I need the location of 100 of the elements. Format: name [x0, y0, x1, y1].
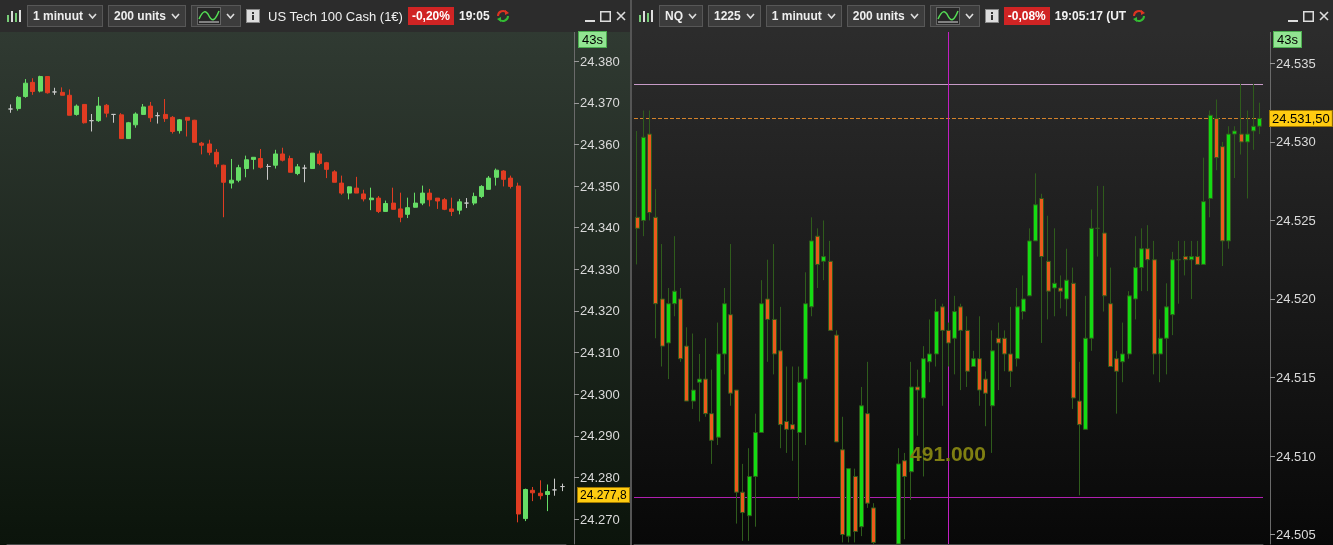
y-tick-label: 24.510: [1276, 448, 1316, 464]
candlestick: [30, 77, 35, 96]
text: 43s: [578, 31, 607, 48]
candlestick: [45, 75, 50, 95]
candlestick: [251, 156, 256, 170]
candlestick: [1071, 267, 1076, 410]
candlestick: [494, 168, 499, 187]
candlestick: [126, 121, 131, 140]
text: 43s: [1273, 31, 1302, 48]
candlestick: [310, 152, 315, 170]
dropdown: 200 units: [846, 5, 925, 27]
y-tick-label: 24.270: [580, 511, 620, 527]
candlestick: [119, 112, 124, 140]
candlestick: [82, 103, 87, 125]
candlestick: [280, 147, 285, 162]
candlestick: [104, 103, 109, 118]
candlestick: [273, 149, 278, 170]
candlestick: [486, 175, 491, 190]
candlestick: [133, 111, 138, 129]
candlestick: [871, 502, 876, 545]
candlestick: [148, 101, 153, 123]
dropdown: 1225: [708, 5, 761, 27]
y-tick-label: 24.350: [580, 178, 620, 194]
dropdown: 1 minuut: [27, 5, 103, 27]
y-tick-label: 24.515: [1276, 370, 1316, 386]
candlestick: [244, 155, 249, 178]
y-tick-label: 24.320: [580, 303, 620, 319]
candlestick: [214, 148, 219, 168]
candlestick: [221, 164, 226, 218]
candlestick: [229, 158, 234, 190]
y-tick-label: 24.280: [580, 469, 620, 485]
y-tick-label: 24.505: [1276, 527, 1316, 543]
candlestick: [413, 192, 418, 209]
candlestick: [545, 483, 550, 512]
candlestick: [74, 103, 79, 117]
candlestick: [435, 197, 440, 210]
text: -0,08%: [1003, 7, 1050, 25]
candlestick: [516, 182, 521, 523]
candlestick: [207, 139, 212, 156]
candlestick: [990, 329, 995, 454]
candlestick: [236, 164, 241, 183]
candlestick: [332, 169, 337, 183]
candlestick: [67, 88, 72, 116]
dropdown: 1 minuut: [765, 5, 842, 27]
text: 19:05: [458, 9, 490, 23]
candlestick: [834, 329, 839, 443]
candlestick: [23, 78, 28, 99]
y-tick-label: 24.360: [580, 136, 620, 152]
candlestick: [391, 187, 396, 210]
candlestick: [1095, 185, 1100, 258]
candlestick: [295, 163, 300, 176]
chart-title: US Tech 100 Cash (1€): [268, 8, 403, 24]
candlestick: [369, 187, 374, 211]
y-tick-label: 24.310: [580, 345, 620, 361]
candlestick: [501, 169, 506, 187]
candlestick: [828, 240, 833, 331]
candlestick: [170, 115, 175, 135]
candlestick: [552, 478, 557, 497]
candlestick: [163, 98, 168, 123]
text: -0,20%: [407, 7, 454, 25]
text: 19:05:17 (UT: [1054, 9, 1127, 23]
candlestick: [155, 111, 160, 125]
candlestick: [60, 86, 65, 96]
candlestick: [288, 155, 293, 173]
candlestick: [457, 198, 462, 215]
candlestick: [141, 103, 146, 116]
candlestick: [449, 197, 454, 217]
ref-line-label: 24.531,50: [1272, 110, 1330, 126]
candlestick: [1102, 185, 1107, 313]
dropdown: NQ: [659, 5, 703, 27]
candlestick: [479, 184, 484, 199]
candlestick: [398, 192, 403, 223]
candlestick: [302, 164, 307, 183]
candlestick: [427, 188, 432, 207]
candlestick: [354, 176, 359, 194]
candlestick: [530, 486, 535, 502]
candlestick: [177, 118, 182, 135]
candlestick: [1176, 240, 1181, 305]
candlestick: [38, 75, 43, 93]
candlestick: [16, 95, 21, 112]
y-tick-label: 24.530: [1276, 134, 1316, 150]
candlestick: [523, 488, 528, 522]
dropdown: 200 units: [108, 5, 187, 27]
candlestick: [405, 197, 410, 219]
candlestick: [691, 333, 696, 410]
candlestick: [383, 200, 388, 212]
candlestick: [199, 141, 204, 155]
candlestick: [653, 188, 658, 339]
y-tick-label: 24.525: [1276, 212, 1316, 228]
y-tick-label: 24.330: [580, 261, 620, 277]
candlestick: [96, 96, 101, 123]
candlestick: [324, 161, 329, 179]
candlestick: [361, 189, 366, 202]
y-tick-label: 24.340: [580, 220, 620, 236]
candlestick: [442, 197, 447, 211]
candlestick: [266, 163, 271, 181]
candlestick: [89, 113, 94, 132]
candlestick: [185, 116, 190, 137]
candlestick: [472, 192, 477, 206]
candlestick: [347, 185, 352, 200]
